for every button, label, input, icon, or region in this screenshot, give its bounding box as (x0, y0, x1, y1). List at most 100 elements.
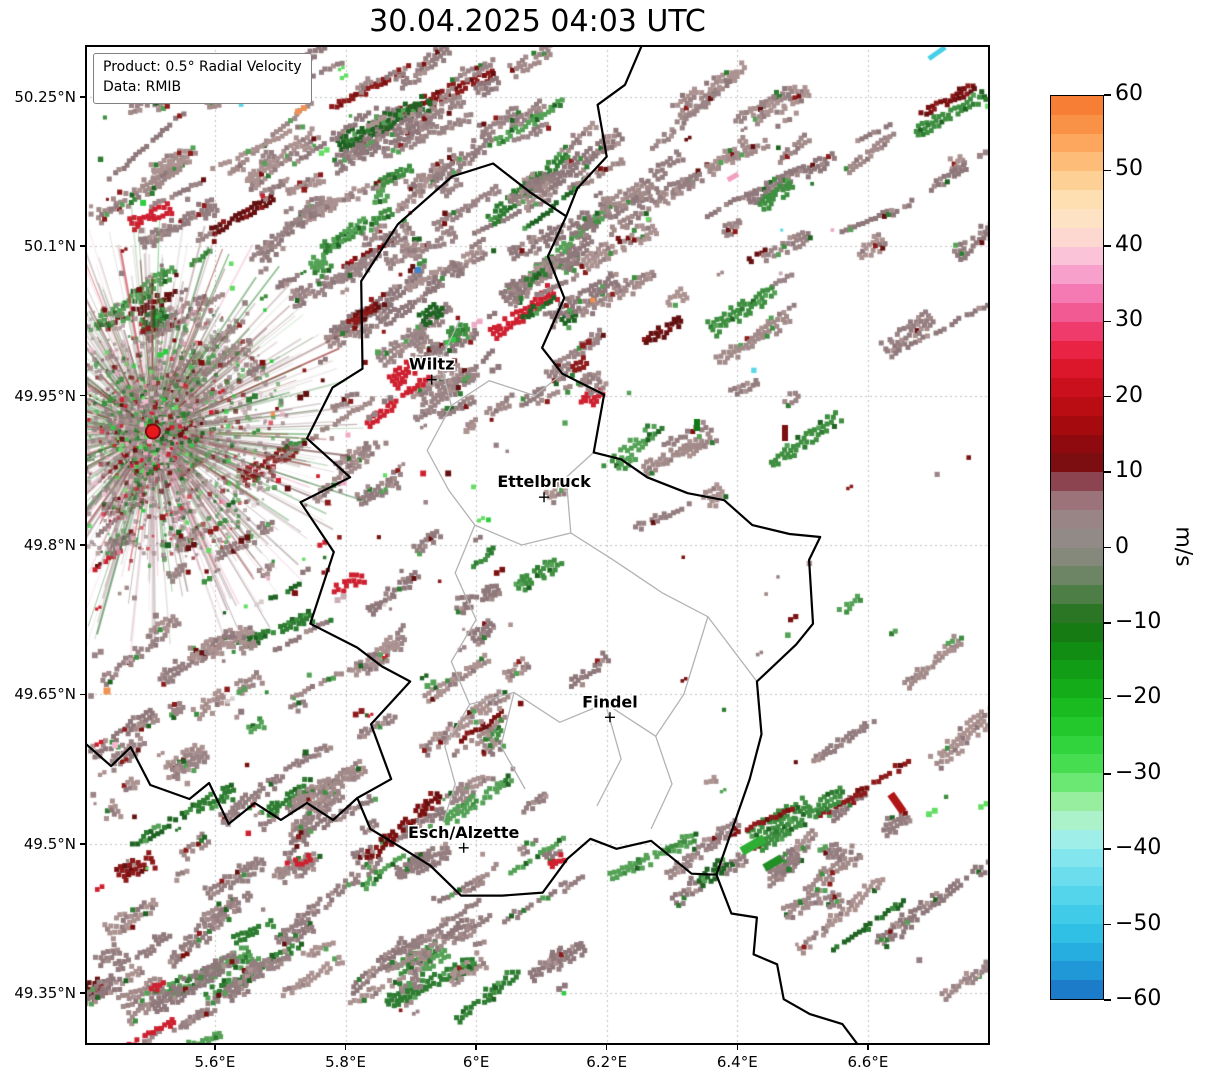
colorbar-tick-label: 10 (1115, 458, 1143, 484)
colorbar-cell (1051, 528, 1103, 548)
colorbar-cell (1051, 96, 1103, 115)
x-tick-mark (344, 1045, 347, 1050)
region-border (474, 524, 758, 682)
x-tick-label: 5.8°E (325, 1053, 366, 1071)
country-border (565, 45, 644, 217)
colorbar-tick-label: −20 (1115, 684, 1162, 710)
colorbar-cell (1051, 397, 1103, 416)
colorbar-tick-mark (1104, 245, 1111, 247)
colorbar-tick-label: −60 (1115, 986, 1162, 1011)
colorbar-cell (1051, 208, 1103, 228)
colorbar-tick-mark (1104, 546, 1111, 549)
colorbar-cell (1051, 114, 1103, 134)
colorbar-tick-mark (1104, 395, 1111, 398)
colorbar-cell (1051, 509, 1103, 529)
colorbar-tick-mark (1104, 697, 1111, 700)
city-label: Findel (582, 692, 638, 711)
colorbar-cell (1051, 923, 1103, 943)
colorbar-cell (1051, 660, 1103, 680)
radar-site-dot (144, 423, 161, 440)
colorbar-cell (1051, 133, 1103, 153)
data-source-line: Data: RMIB (103, 79, 182, 96)
colorbar-tick-label: 20 (1115, 382, 1143, 408)
colorbar-tick-mark (1104, 999, 1111, 1001)
colorbar-tick-label: −40 (1115, 835, 1162, 861)
region-border (650, 735, 673, 830)
colorbar-cell (1051, 265, 1103, 285)
y-tick-mark (80, 245, 85, 247)
colorbar-cell (1051, 190, 1103, 209)
colorbar-cell (1051, 453, 1103, 473)
colorbar-cell (1051, 585, 1103, 604)
colorbar-cell (1051, 942, 1103, 962)
y-tick-mark (80, 843, 85, 845)
y-tick-label: 49.8°N (23, 536, 76, 554)
y-tick-mark (80, 544, 85, 546)
colorbar-tick-mark (1104, 94, 1111, 96)
figure-title: 30.04.2025 04:03 UTC (369, 4, 706, 39)
colorbar-tick-mark (1104, 471, 1111, 473)
region-border (596, 703, 622, 807)
colorbar-cell (1051, 904, 1103, 924)
x-tick-label: 5.6°E (194, 1053, 236, 1071)
colorbar-cell (1051, 472, 1103, 492)
colorbar-cell (1051, 340, 1103, 360)
city-label: Ettelbruck (497, 472, 591, 491)
colorbar-tick-label: 50 (1115, 156, 1143, 182)
colorbar-cell (1051, 152, 1103, 172)
colorbar-cell (1051, 566, 1103, 586)
colorbar-cell (1051, 622, 1103, 642)
colorbar-cell (1051, 641, 1103, 661)
colorbar-cell (1051, 302, 1103, 322)
x-tick-mark (605, 1045, 608, 1050)
colorbar-cell (1051, 867, 1103, 887)
region-border (565, 451, 595, 534)
colorbar (1050, 95, 1104, 1000)
city-marker (604, 712, 615, 723)
map-plot: Wiltz Ettelbruck Findel Esch/Alzette Produc… (85, 45, 990, 1045)
colorbar-cell (1051, 321, 1103, 341)
colorbar-cell (1051, 434, 1103, 454)
colorbar-tick-label: −10 (1115, 608, 1162, 634)
y-tick-label: 49.35°N (14, 984, 76, 1003)
region-border (469, 616, 709, 738)
radar-echo-canvas (85, 45, 990, 1045)
colorbar-cell (1051, 980, 1103, 999)
colorbar-tick-mark (1104, 773, 1111, 775)
colorbar-cell (1051, 415, 1103, 435)
colorbar-cell (1051, 886, 1103, 905)
colorbar-tick-mark (1104, 169, 1111, 172)
colorbar-cell (1051, 679, 1103, 698)
product-line: Product: 0.5° Radial Velocity (103, 59, 302, 75)
y-tick-label: 49.5°N (23, 834, 76, 853)
colorbar-tick-label: 60 (1115, 81, 1143, 106)
colorbar-cell (1051, 246, 1103, 266)
region-border (450, 373, 563, 407)
y-tick-label: 50.25°N (14, 87, 76, 106)
colorbar-tick-label: 0 (1115, 533, 1129, 559)
colorbar-cell (1051, 603, 1103, 623)
colorbar-cell (1051, 754, 1103, 774)
x-tick-mark (475, 1045, 477, 1050)
colorbar-tick-mark (1104, 923, 1111, 926)
colorbar-tick-mark (1104, 622, 1111, 624)
colorbar-cell (1051, 547, 1103, 567)
x-tick-mark (867, 1045, 869, 1050)
y-tick-mark (80, 992, 85, 994)
x-tick-label: 6°E (462, 1053, 490, 1071)
colorbar-tick-label: 30 (1115, 307, 1143, 333)
country-border (85, 742, 359, 826)
y-tick-mark (80, 693, 85, 696)
colorbar-cell (1051, 698, 1103, 717)
colorbar-cell (1051, 227, 1103, 247)
city-marker (458, 842, 469, 853)
colorbar-cell (1051, 284, 1103, 303)
region-border (426, 319, 477, 823)
x-tick-label: 6.4°E (716, 1053, 758, 1071)
y-tick-label: 49.95°N (14, 386, 76, 405)
colorbar-cell (1051, 829, 1103, 849)
city-label: Esch/Alzette (408, 823, 519, 842)
map-overlay: Wiltz Ettelbruck Findel Esch/Alzette (85, 45, 990, 1045)
y-tick-label: 50.1°N (23, 237, 76, 256)
